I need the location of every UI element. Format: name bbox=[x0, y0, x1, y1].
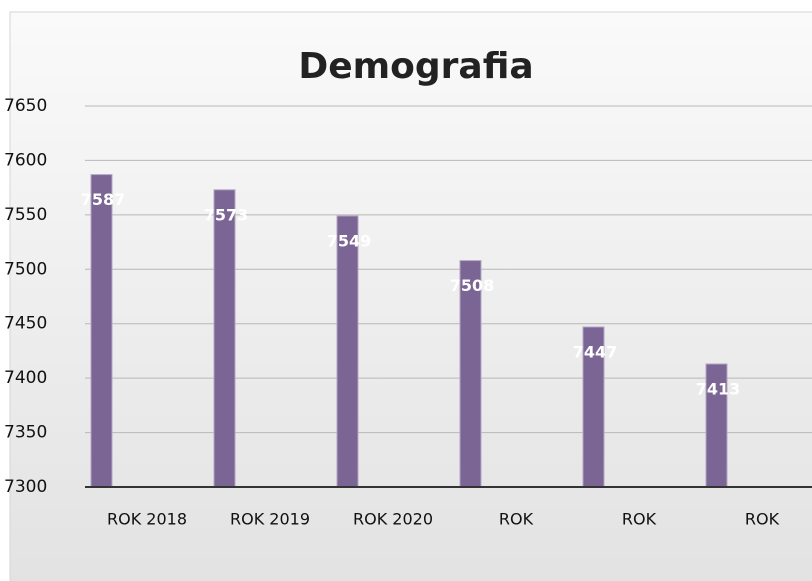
data-label: 7549 bbox=[327, 231, 372, 250]
y-tick-label: 7350 bbox=[4, 423, 47, 443]
chart-title: Demografia bbox=[298, 46, 533, 87]
data-label: 7573 bbox=[204, 205, 249, 224]
y-tick-label: 7600 bbox=[4, 150, 47, 170]
bar bbox=[90, 174, 113, 488]
data-label: 7447 bbox=[573, 342, 618, 361]
y-tick-label: 7400 bbox=[4, 368, 47, 388]
x-tick-label: ROK 2020 bbox=[353, 510, 433, 529]
x-tick-label: ROK bbox=[622, 510, 657, 529]
y-tick-label: 7550 bbox=[4, 205, 47, 225]
y-tick-label: 7500 bbox=[4, 259, 47, 279]
data-label: 7508 bbox=[450, 276, 495, 295]
data-label: 7413 bbox=[696, 379, 741, 398]
data-label: 7587 bbox=[81, 190, 126, 209]
bar bbox=[336, 215, 359, 488]
chart-background bbox=[9, 11, 812, 581]
y-tick-label: 7300 bbox=[4, 477, 47, 497]
y-tick-label: 7650 bbox=[4, 96, 47, 116]
x-tick-label: ROK bbox=[499, 510, 534, 529]
bar bbox=[213, 189, 236, 488]
y-tick-label: 7450 bbox=[4, 314, 47, 334]
x-tick-label: ROK 2018 bbox=[107, 510, 187, 529]
x-tick-label: ROK 2019 bbox=[230, 510, 310, 529]
x-tick-label: ROK bbox=[745, 510, 780, 529]
